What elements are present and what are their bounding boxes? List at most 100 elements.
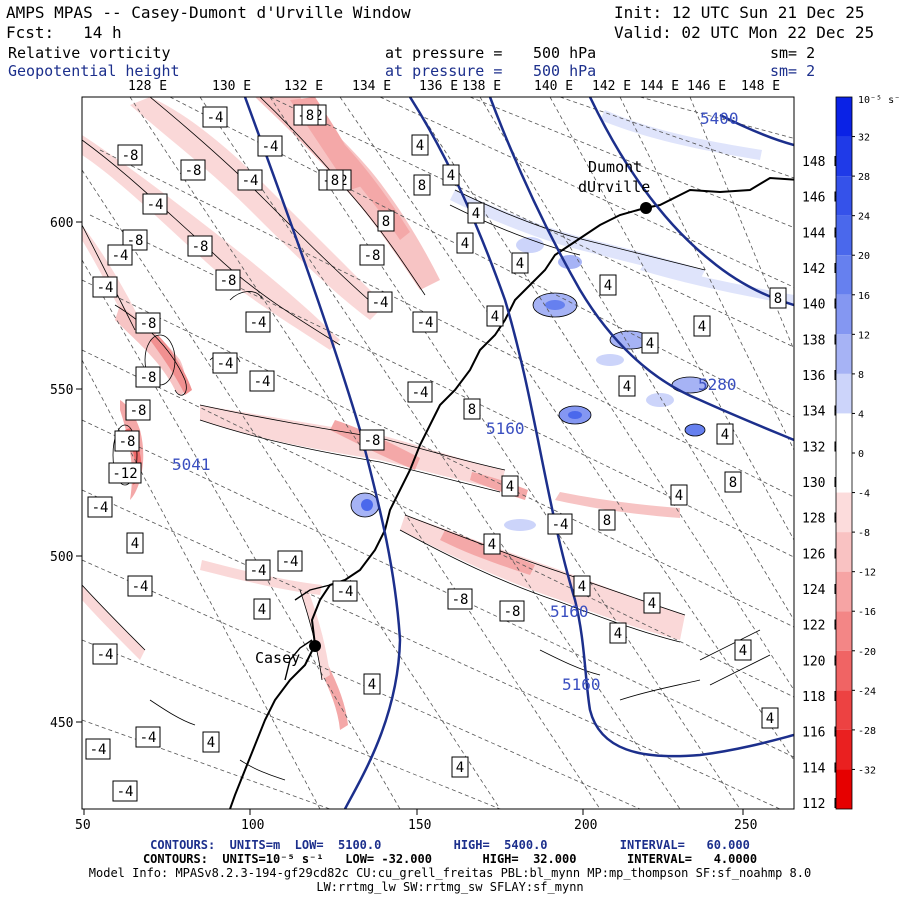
colorbar-label: 4 [858,409,864,420]
vorticity-label-text: -4 [412,385,429,401]
x-tick-label: 50 [75,818,91,833]
height-label: 5400 [700,109,739,128]
map-title: AMPS MPAS -- Casey-Dumont d'Urville Wind… [6,3,411,22]
grid-line [82,719,331,809]
grid-line [549,97,794,541]
footer-model-info: Model Info: MPASv8.2.3-194-gf29cd82c CU:… [88,866,812,880]
station-name-2: dUrville [578,178,650,196]
x-tick-label: 150 [408,818,431,833]
plot-area: -12-12-12-8-8-8-8-8-8-8-8-8-8-8-8-8-4-4-… [82,97,794,809]
vorticity-label-text: 4 [131,536,139,552]
right-lat-label: 136 E [802,369,841,384]
vorticity-label-text: -8 [220,273,237,289]
x-tick-label: 100 [241,818,264,833]
colorbar-label: 0 [858,449,864,460]
valid-time: Valid: 02 UTC Mon 22 Dec 25 [614,23,875,42]
top-lon-label: 148 E [741,79,780,94]
grid-line [409,97,794,691]
vorticity-label-text: 4 [447,168,455,184]
right-lat-label: 134 E [802,405,841,420]
vorticity-label: -4 [142,193,168,215]
vorticity-label-text: -8 [130,403,147,419]
vorticity-label-text: 8 [306,108,314,124]
vorticity-label: 4 [761,707,779,729]
vorticity-label-text: -4 [250,563,267,579]
colorbar-swatch [836,492,852,533]
vorticity-label: -8 [359,244,385,266]
y-tick-label: 450 [50,716,73,731]
height-label: 5041 [172,455,211,474]
height-label: 5160 [550,602,589,621]
vorticity-label-text: 4 [675,488,683,504]
height-label: 5160 [562,675,601,694]
positive-vorticity-shading [351,110,794,531]
vorticity-label-text: 8 [774,291,782,307]
colorbar-label: -4 [858,489,870,500]
vorticity-label-text: 4 [766,711,774,727]
grid-line [379,97,794,288]
vorticity-label: 4 [363,673,381,695]
colorbar-swatch [836,690,852,730]
x-tick-label: 250 [734,818,757,833]
vorticity-label-text: -4 [372,295,389,311]
vorticity-label: 8 [769,287,787,309]
vorticity-label-text: -8 [504,604,521,620]
vorticity-label: 8 [301,104,319,126]
station-name: Casey [255,649,300,667]
vorticity-label: -4 [245,559,271,581]
field1-level-label: at pressure = [385,44,503,62]
field2-level-label: at pressure = [385,62,503,80]
vorticity-label: -4 [127,575,153,597]
station-marker [640,202,652,214]
colorbar-label: -28 [858,726,876,737]
vorticity-label-text: -4 [97,647,114,663]
vorticity-label-text: 8 [331,173,339,189]
top-lon-label: 140 E [534,79,573,94]
colorbar-label: 28 [858,172,870,183]
colorbar-swatch [836,413,852,453]
colorbar-label: 16 [858,291,870,302]
colorbar-swatch [836,294,852,335]
coastline-detail [284,584,331,681]
vorticity-label-text: -4 [262,139,279,155]
vorticity-label: 4 [618,375,636,397]
grid-line [89,214,794,558]
vorticity-label-text: 4 [739,643,747,659]
vorticity-label: 4 [716,423,734,445]
colorbar-label: 12 [858,330,870,341]
init-time: Init: 12 UTC Sun 21 Dec 25 [614,3,865,22]
vorticity-label-text: -4 [217,356,234,372]
right-lat-label: 144 E [802,226,841,241]
vorticity-label: 4 [641,332,659,354]
vorticity-label: -4 [92,643,118,665]
vorticity-label: -12 [108,462,142,484]
vorticity-label-text: -8 [140,370,157,386]
vorticity-label: -8 [135,366,161,388]
right-lat-label: 128 E [802,512,841,527]
colorbar-swatch [836,136,852,177]
colorbar-swatch [836,255,852,295]
top-lon-label: 146 E [687,79,726,94]
colorbar-swatch [836,215,852,256]
grid-line [619,97,794,451]
right-lat-label: 140 E [802,298,841,313]
vorticity-label: 4 [693,315,711,337]
colorbar-swatch [836,769,852,809]
vorticity-label-text: 8 [418,178,426,194]
vorticity-label: -4 [277,550,303,572]
colorbar-label: -8 [858,528,870,539]
vorticity-label: 8 [326,169,344,191]
vorticity-label-text: -8 [119,434,136,450]
grid-line [559,97,794,179]
grid-line [82,349,794,698]
vorticity-label-text: -4 [117,784,134,800]
vorticity-label-text: 4 [646,336,654,352]
footer-model-info-2: LW:rrtmg_lw SW:rrtmg_sw SFLAY:sf_mynn [316,880,584,894]
grid-line [82,259,401,809]
vorticity-label: 8 [463,398,481,420]
grid-line [199,97,681,809]
y-tick-label: 550 [50,383,73,398]
vorticity-label-text: -4 [417,315,434,331]
top-lon-label: 128 E [128,79,167,94]
field1-name: Relative vorticity [8,44,171,62]
